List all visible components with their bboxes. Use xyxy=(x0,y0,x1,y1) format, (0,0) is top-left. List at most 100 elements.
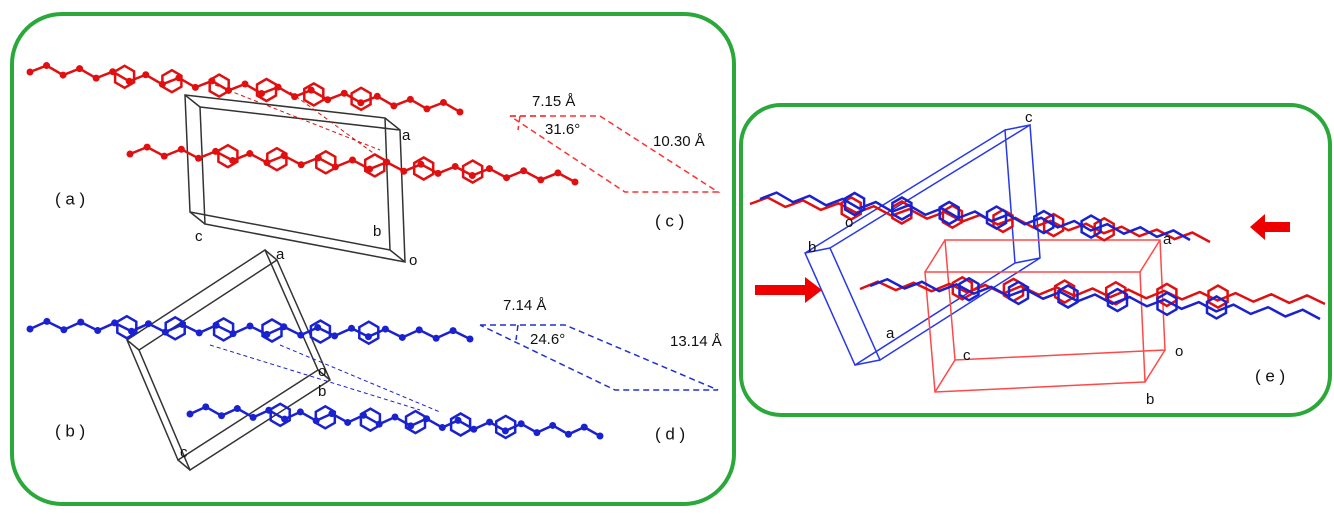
atom xyxy=(77,319,84,326)
atom xyxy=(400,168,407,175)
atom xyxy=(208,77,215,84)
atom xyxy=(127,151,134,158)
panel-label: ( c ) xyxy=(655,211,684,230)
atom xyxy=(247,323,254,330)
bond-chain xyxy=(750,197,1210,242)
axis-label: o xyxy=(845,214,853,231)
atom xyxy=(565,431,572,438)
ring xyxy=(218,145,237,167)
atom xyxy=(518,420,525,427)
atom xyxy=(348,325,355,332)
contact xyxy=(210,345,420,410)
atom xyxy=(597,433,604,440)
atom xyxy=(250,414,257,421)
atom xyxy=(196,329,203,336)
atom xyxy=(457,109,464,116)
atom xyxy=(178,146,185,153)
atom xyxy=(392,414,399,421)
axis-label: b xyxy=(808,239,816,256)
atom xyxy=(280,323,287,330)
atom xyxy=(374,93,381,100)
atom xyxy=(230,330,237,337)
ring xyxy=(271,404,290,426)
ring xyxy=(117,316,136,338)
atom xyxy=(93,75,100,82)
atom xyxy=(218,412,225,419)
atom xyxy=(486,165,493,172)
arrow xyxy=(1250,214,1290,240)
contact xyxy=(290,92,380,158)
axis-label: a xyxy=(1163,231,1172,248)
unit-cell xyxy=(127,250,318,460)
atom xyxy=(376,421,383,428)
atom xyxy=(328,410,335,417)
angle-label: 31.6° xyxy=(545,121,580,138)
atom xyxy=(142,71,149,78)
atom xyxy=(469,172,476,179)
axis-label: a xyxy=(886,325,895,342)
atom xyxy=(43,318,50,325)
atom xyxy=(360,412,367,419)
atom xyxy=(435,170,442,177)
unit-cell xyxy=(925,240,945,272)
atom xyxy=(265,407,272,414)
atom xyxy=(111,319,118,326)
atom xyxy=(242,81,249,88)
axis-label: b xyxy=(1146,391,1154,408)
atom xyxy=(341,90,348,97)
atom xyxy=(229,157,236,164)
figure: ( a ) ( b ) ( c ) ( d ) ( e ) a b c o a … xyxy=(0,0,1334,509)
atom xyxy=(195,155,202,162)
atom xyxy=(450,327,457,334)
atom xyxy=(94,327,101,334)
atom xyxy=(126,78,133,85)
atom xyxy=(467,336,474,343)
atom xyxy=(297,408,304,415)
atom xyxy=(581,424,588,431)
distance-label: 10.30 Å xyxy=(653,133,705,150)
atom xyxy=(452,163,459,170)
atom xyxy=(383,159,390,166)
atom xyxy=(159,81,166,88)
atom xyxy=(399,334,406,341)
axis-label: a xyxy=(402,127,411,144)
unit-cell xyxy=(935,360,955,392)
atom xyxy=(175,74,182,81)
atom xyxy=(263,159,270,166)
axis-label: o xyxy=(318,363,326,380)
panel-label: ( a ) xyxy=(55,189,85,208)
atom xyxy=(179,321,186,328)
atom xyxy=(365,333,372,340)
atom xyxy=(144,144,151,151)
atom xyxy=(212,148,219,155)
atom xyxy=(502,427,509,434)
atom xyxy=(308,87,315,94)
atom xyxy=(520,167,527,174)
atom xyxy=(27,326,34,333)
atom xyxy=(298,161,305,168)
atom xyxy=(331,332,338,339)
atom xyxy=(162,329,169,336)
distance-label: 13.14 Å xyxy=(670,333,722,350)
axis-label: c xyxy=(1025,109,1033,126)
atom xyxy=(313,417,320,424)
atom xyxy=(281,152,288,159)
axis-label: a xyxy=(276,246,285,263)
atom xyxy=(439,424,446,431)
atom xyxy=(407,96,414,103)
atom xyxy=(470,426,477,433)
atom xyxy=(344,419,351,426)
axis-label: o xyxy=(1175,343,1183,360)
page: {"panel_labels": ["( a )", "( b )", "( c… xyxy=(0,0,1334,509)
unit-cell xyxy=(805,130,1015,365)
atom xyxy=(433,335,440,342)
atom xyxy=(281,416,288,423)
ring xyxy=(406,411,425,433)
atom xyxy=(349,157,356,164)
atom xyxy=(416,326,423,333)
structures xyxy=(27,62,1326,470)
atom xyxy=(192,84,199,91)
atom xyxy=(213,322,220,329)
atom xyxy=(390,102,397,109)
atom xyxy=(297,332,304,339)
